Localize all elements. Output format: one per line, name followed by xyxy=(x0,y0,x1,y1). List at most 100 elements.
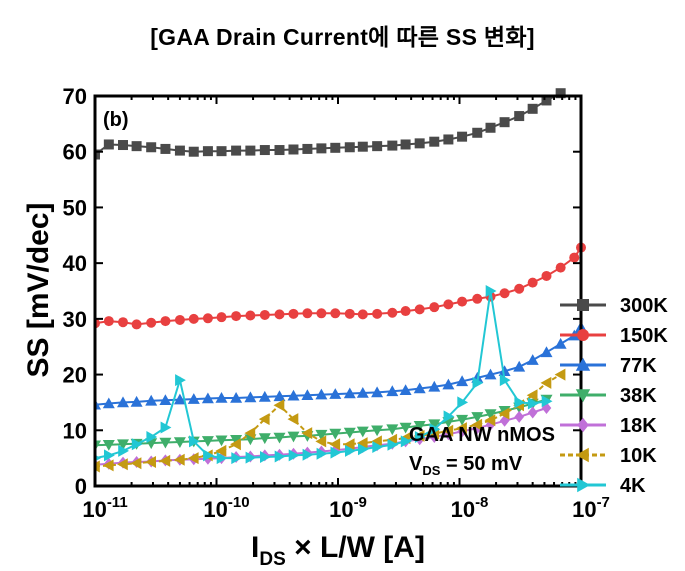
x-axis-title: IDS × L/W [A] xyxy=(251,531,425,570)
data-point-77k xyxy=(117,396,129,408)
data-point-300k xyxy=(485,122,496,133)
data-point-4k xyxy=(160,421,172,434)
data-point-77k xyxy=(428,380,441,392)
legend-marker-77k xyxy=(575,357,591,371)
x-axis-title-sub: DS xyxy=(259,549,285,570)
annotation-vds-rest: = 50 mV xyxy=(440,453,522,475)
y-tick-label: 20 xyxy=(63,363,87,388)
data-point-300k xyxy=(188,146,199,157)
data-point-150k xyxy=(344,308,355,319)
data-point-4k xyxy=(274,450,286,463)
data-point-18k xyxy=(527,406,538,419)
annotation-device: GAA NW nMOS xyxy=(409,424,555,446)
data-point-38k xyxy=(371,425,384,437)
data-point-150k xyxy=(231,311,242,322)
data-point-38k xyxy=(287,431,300,443)
legend-marker-38k xyxy=(575,389,591,403)
data-point-150k xyxy=(302,308,313,319)
data-point-10k xyxy=(102,459,114,472)
data-point-300k xyxy=(146,142,157,153)
data-point-300k xyxy=(160,143,171,154)
data-point-77k xyxy=(287,389,300,401)
data-point-150k xyxy=(188,313,199,324)
data-point-4k xyxy=(387,438,399,451)
data-point-150k xyxy=(202,313,213,324)
data-point-300k xyxy=(541,95,552,106)
data-point-4k xyxy=(372,441,384,453)
legend-marker-150k xyxy=(577,329,589,341)
data-point-4k xyxy=(118,444,129,457)
data-point-4k xyxy=(457,396,469,409)
data-point-150k xyxy=(555,262,566,273)
annotation-group: GAA NW nMOS VDS = 50 mV xyxy=(409,424,555,478)
data-point-300k xyxy=(216,146,227,157)
data-point-150k xyxy=(429,302,440,313)
data-point-300k xyxy=(514,111,525,122)
data-point-300k xyxy=(174,145,185,156)
data-point-4k xyxy=(345,444,356,457)
data-point-77k xyxy=(413,382,426,394)
x-tick-label-base: 10 xyxy=(572,497,596,522)
data-point-10k xyxy=(329,438,341,451)
data-point-38k xyxy=(230,435,243,446)
y-tick-label: 30 xyxy=(63,307,87,332)
annotation-vds-main: V xyxy=(409,453,423,475)
data-point-10k xyxy=(244,427,256,440)
data-point-300k xyxy=(95,149,100,160)
data-point-150k xyxy=(527,277,538,288)
data-point-10k xyxy=(301,427,313,440)
data-point-18k xyxy=(541,402,552,414)
data-point-10k xyxy=(526,389,538,402)
data-point-4k xyxy=(146,431,158,443)
legend-marker-18k xyxy=(577,417,589,433)
y-tick-label: 50 xyxy=(63,195,87,220)
legend-label-150k: 150K xyxy=(620,325,668,347)
panel-label: (b) xyxy=(103,109,129,131)
data-point-77k xyxy=(258,390,271,402)
x-tick-label-base: 10 xyxy=(329,497,353,522)
data-point-77k xyxy=(301,389,314,400)
data-point-4k xyxy=(302,448,314,461)
data-point-10k xyxy=(173,453,185,466)
data-point-77k xyxy=(356,387,369,398)
data-point-10k xyxy=(540,376,552,389)
data-point-77k xyxy=(315,388,328,400)
series-line-10k xyxy=(95,373,562,468)
data-point-300k xyxy=(117,140,128,151)
data-point-38k xyxy=(201,436,214,447)
data-point-4k xyxy=(175,374,186,387)
data-point-150k xyxy=(160,316,171,327)
legend-label-300k: 300K xyxy=(620,295,668,317)
data-point-77k xyxy=(173,393,186,405)
x-tick-label-exponent: -7 xyxy=(597,494,610,511)
legend-label-77k: 77K xyxy=(620,355,657,377)
legend-label-10k: 10K xyxy=(620,445,657,467)
data-point-10k xyxy=(315,435,327,448)
data-point-77k xyxy=(201,392,214,404)
data-point-4k xyxy=(358,443,369,456)
series-150k xyxy=(95,242,586,330)
data-point-4k xyxy=(400,435,412,448)
data-point-300k xyxy=(330,142,341,153)
series-77k xyxy=(95,321,587,410)
annotation-vds-sub: DS xyxy=(422,463,440,478)
data-point-4k xyxy=(231,452,243,465)
data-point-300k xyxy=(414,138,425,149)
x-axis-title-rest: × L/W [A] xyxy=(286,531,425,564)
data-point-38k xyxy=(413,421,426,432)
data-point-300k xyxy=(103,139,114,150)
data-point-300k xyxy=(555,88,566,99)
data-point-10k xyxy=(498,407,510,420)
data-point-4k xyxy=(414,431,426,443)
x-tick-label: 10-7 xyxy=(572,494,610,522)
data-point-77k xyxy=(244,391,257,403)
data-point-150k xyxy=(400,306,411,317)
data-point-4k xyxy=(429,423,441,436)
data-point-10k xyxy=(484,414,496,427)
data-point-150k xyxy=(443,299,454,310)
data-point-4k xyxy=(485,285,497,297)
data-point-38k xyxy=(484,409,497,421)
data-point-77k xyxy=(371,386,384,398)
data-point-38k xyxy=(117,439,129,451)
